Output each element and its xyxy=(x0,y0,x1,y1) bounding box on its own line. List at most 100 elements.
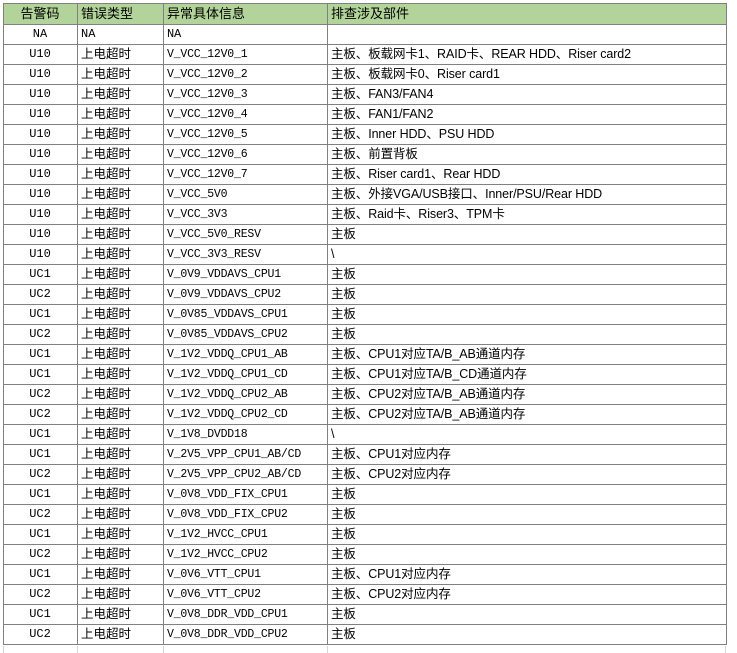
cell-related-parts[interactable]: 主板、板载网卡1、RAID卡、REAR HDD、Riser card2 xyxy=(327,44,727,65)
table-row[interactable]: U10 上电超时 V_VCC_12V0_1 主板、板载网卡1、RAID卡、REAR H… xyxy=(3,44,727,65)
cell-error-type[interactable]: 上电超时 xyxy=(77,604,164,625)
cell-error-type[interactable]: 上电超时 xyxy=(77,304,164,325)
table-row[interactable]: NA NA NA xyxy=(3,24,727,45)
cell-error-type[interactable]: 上电超时 xyxy=(77,344,164,365)
cell-error-type[interactable]: 上电超时 xyxy=(77,204,164,225)
cell-related-parts[interactable]: \ xyxy=(327,244,727,265)
cell-error-type[interactable]: 上电超时 xyxy=(77,284,164,305)
cell-alarm-code[interactable]: UC2 xyxy=(3,504,78,525)
cell-error-type[interactable]: 上电超时 xyxy=(77,564,164,585)
cell-related-parts[interactable]: 主板 xyxy=(327,284,727,305)
cell-alarm-code[interactable]: U10 xyxy=(3,144,78,165)
cell-related-parts[interactable]: 主板 xyxy=(327,604,727,625)
cell-related-parts[interactable]: 主板、CPU1对应TA/B_AB通道内存 xyxy=(327,344,727,365)
cell-alarm-code[interactable]: NA xyxy=(3,24,78,45)
cell-exception-detail[interactable]: V_0V85_VDDAVS_CPU2 xyxy=(163,324,328,345)
cell-exception-detail[interactable]: V_VCC_12V0_3 xyxy=(163,84,328,105)
cell-exception-detail[interactable]: V_0V9_VDDAVS_CPU2 xyxy=(163,284,328,305)
cell-error-type[interactable]: 上电超时 xyxy=(77,444,164,465)
cell-exception-detail[interactable]: V_0V8_DDR_VDD_CPU2 xyxy=(163,624,328,645)
cell-related-parts[interactable]: 主板 xyxy=(327,524,727,545)
table-row[interactable]: U10 上电超时 V_VCC_3V3_RESV \ xyxy=(3,244,727,265)
cell-exception-detail[interactable]: V_VCC_12V0_6 xyxy=(163,144,328,165)
cell-error-type[interactable]: 上电超时 xyxy=(77,364,164,385)
table-row[interactable]: UC2 上电超时 V_0V6_VTT_CPU2 主板、CPU2对应内存 xyxy=(3,584,727,605)
cell-exception-detail[interactable]: V_VCC_12V0_7 xyxy=(163,164,328,185)
cell-exception-detail[interactable]: V_1V2_VDDQ_CPU2_AB xyxy=(163,384,328,405)
cell-alarm-code[interactable]: UC2 xyxy=(3,464,78,485)
cell-alarm-code[interactable]: U10 xyxy=(3,184,78,205)
cell-alarm-code[interactable]: U10 xyxy=(3,104,78,125)
cell-related-parts[interactable]: 主板 xyxy=(327,544,727,565)
table-row[interactable]: U10 上电超时 V_VCC_12V0_7 主板、Riser card1、Rear H… xyxy=(3,164,727,185)
cell-error-type[interactable]: 上电超时 xyxy=(77,124,164,145)
cell-related-parts[interactable]: 主板 xyxy=(327,624,727,645)
cell-exception-detail[interactable]: V_1V2_VDDQ_CPU1_CD xyxy=(163,364,328,385)
cell-related-parts[interactable]: 主板 xyxy=(327,224,727,245)
cell-alarm-code[interactable]: UC1 xyxy=(3,444,78,465)
cell-related-parts[interactable]: 主板、Inner HDD、PSU HDD xyxy=(327,124,727,145)
cell-alarm-code[interactable]: UC2 xyxy=(3,384,78,405)
cell-error-type[interactable]: 上电超时 xyxy=(77,84,164,105)
cell-exception-detail[interactable]: V_1V2_VDDQ_CPU2_CD xyxy=(163,404,328,425)
cell-error-type[interactable]: 上电超时 xyxy=(77,404,164,425)
cell-exception-detail[interactable]: V_VCC_5V0 xyxy=(163,184,328,205)
cell-related-parts[interactable]: 主板、CPU2对应内存 xyxy=(327,584,727,605)
table-row[interactable]: UC1 上电超时 V_1V2_VDDQ_CPU1_AB 主板、CPU1对应TA/B_A… xyxy=(3,344,727,365)
cell-related-parts[interactable]: 主板 xyxy=(327,504,727,525)
cell-exception-detail[interactable]: V_0V85_VDDAVS_CPU1 xyxy=(163,304,328,325)
cell-related-parts[interactable]: 主板、CPU2对应TA/B_AB通道内存 xyxy=(327,404,727,425)
cell-exception-detail[interactable]: V_VCC_12V0_4 xyxy=(163,104,328,125)
cell-related-parts[interactable]: 主板、Riser card1、Rear HDD xyxy=(327,164,727,185)
cell-related-parts[interactable] xyxy=(327,24,727,45)
cell-related-parts[interactable]: 主板 xyxy=(327,264,727,285)
cell-error-type[interactable]: 上电超时 xyxy=(77,244,164,265)
column-header-error-type[interactable]: 错误类型 xyxy=(77,3,164,25)
table-row[interactable]: UC2 上电超时 V_2V5_VPP_CPU2_AB/CD 主板、CPU2对应内存 xyxy=(3,464,727,485)
cell-related-parts[interactable]: 主板 xyxy=(327,324,727,345)
column-header-related-parts[interactable]: 排查涉及部件 xyxy=(327,3,727,25)
cell-alarm-code[interactable]: U10 xyxy=(3,164,78,185)
cell-alarm-code[interactable]: U10 xyxy=(3,124,78,145)
cell-related-parts[interactable]: 主板、FAN3/FAN4 xyxy=(327,84,727,105)
cell-alarm-code[interactable]: UC2 xyxy=(3,584,78,605)
table-row[interactable]: U10 上电超时 V_VCC_12V0_5 主板、Inner HDD、PSU HDD xyxy=(3,124,727,145)
cell-exception-detail[interactable]: V_2V5_VPP_CPU1_AB/CD xyxy=(163,444,328,465)
table-row[interactable]: UC1 上电超时 V_0V8_VDD_FIX_CPU1 主板 xyxy=(3,484,727,505)
cell-error-type[interactable]: 上电超时 xyxy=(77,504,164,525)
table-row[interactable]: U10 上电超时 V_VCC_12V0_4 主板、FAN1/FAN2 xyxy=(3,104,727,125)
column-header-alarm-code[interactable]: 告警码 xyxy=(3,3,78,25)
cell-alarm-code[interactable]: U10 xyxy=(3,204,78,225)
table-row[interactable]: UC1 上电超时 V_0V6_VTT_CPU1 主板、CPU1对应内存 xyxy=(3,564,727,585)
cell-alarm-code[interactable]: U10 xyxy=(3,224,78,245)
cell-alarm-code[interactable]: U10 xyxy=(3,44,78,65)
cell-related-parts[interactable]: 主板、CPU1对应内存 xyxy=(327,444,727,465)
cell-error-type[interactable]: 上电超时 xyxy=(77,544,164,565)
cell-error-type[interactable]: 上电超时 xyxy=(77,104,164,125)
cell-related-parts[interactable]: 主板、Raid卡、Riser3、TPM卡 xyxy=(327,204,727,225)
cell-exception-detail[interactable]: NA xyxy=(163,24,328,45)
cell-error-type[interactable]: 上电超时 xyxy=(77,584,164,605)
table-row[interactable]: UC2 上电超时 V_0V8_DDR_VDD_CPU2 主板 xyxy=(3,624,727,645)
cell-exception-detail[interactable]: V_VCC_3V3_RESV xyxy=(163,244,328,265)
cell-error-type[interactable]: 上电超时 xyxy=(77,264,164,285)
cell-exception-detail[interactable]: V_0V6_VTT_CPU2 xyxy=(163,584,328,605)
cell-exception-detail[interactable]: V_VCC_12V0_5 xyxy=(163,124,328,145)
cell-related-parts[interactable]: 主板、CPU2对应内存 xyxy=(327,464,727,485)
cell-error-type[interactable]: 上电超时 xyxy=(77,384,164,405)
cell-error-type[interactable]: 上电超时 xyxy=(77,624,164,645)
cell-exception-detail[interactable]: V_1V2_HVCC_CPU2 xyxy=(163,544,328,565)
table-row[interactable]: UC1 上电超时 V_0V85_VDDAVS_CPU1 主板 xyxy=(3,304,727,325)
cell-alarm-code[interactable]: UC1 xyxy=(3,364,78,385)
table-row[interactable]: UC2 上电超时 V_0V9_VDDAVS_CPU2 主板 xyxy=(3,284,727,305)
table-row[interactable]: UC1 上电超时 V_0V9_VDDAVS_CPU1 主板 xyxy=(3,264,727,285)
cell-error-type[interactable]: 上电超时 xyxy=(77,164,164,185)
cell-related-parts[interactable]: 主板、CPU1对应TA/B_CD通道内存 xyxy=(327,364,727,385)
table-row[interactable]: U10 上电超时 V_VCC_12V0_2 主板、板载网卡0、Riser card1 xyxy=(3,64,727,85)
cell-alarm-code[interactable]: UC1 xyxy=(3,424,78,445)
cell-alarm-code[interactable]: UC2 xyxy=(3,624,78,645)
cell-error-type[interactable]: 上电超时 xyxy=(77,44,164,65)
table-row[interactable]: U10 上电超时 V_VCC_3V3 主板、Raid卡、Riser3、TPM卡 xyxy=(3,204,727,225)
table-row[interactable]: UC2 上电超时 V_0V85_VDDAVS_CPU2 主板 xyxy=(3,324,727,345)
cell-related-parts[interactable]: 主板、外接VGA/USB接口、Inner/PSU/Rear HDD xyxy=(327,184,727,205)
